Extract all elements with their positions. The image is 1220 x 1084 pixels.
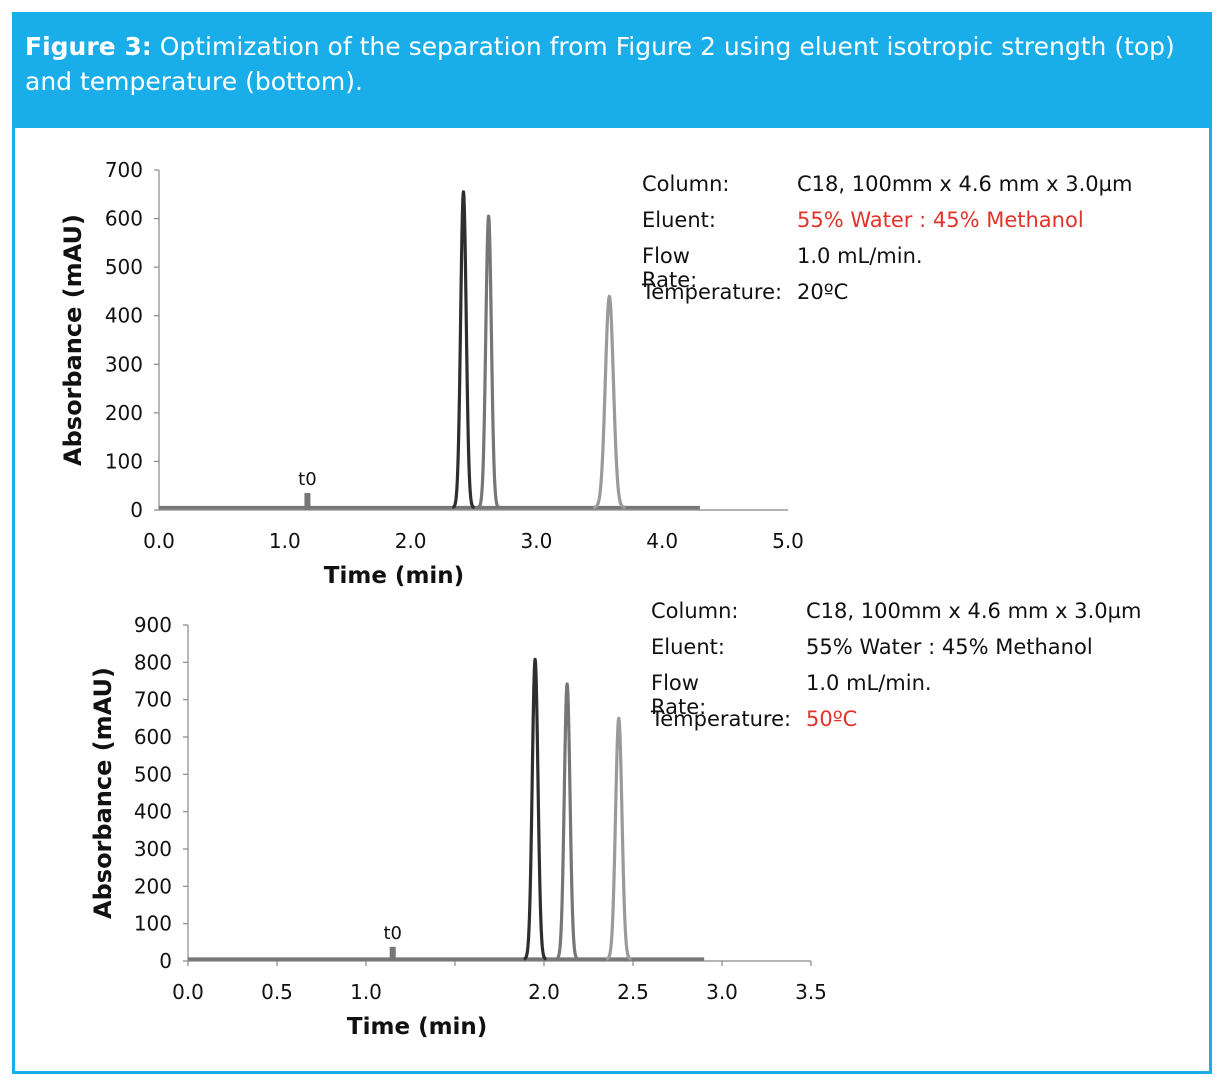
y-tick-label: 500	[105, 255, 143, 279]
x-tick-label: 3.0	[706, 980, 738, 1004]
condition-value: 50ºC	[806, 707, 858, 731]
y-axis-label: Absorbance (mAU)	[89, 667, 117, 919]
condition-value: C18, 100mm x 4.6 mm x 3.0µm	[806, 599, 1142, 623]
t0-label: t0	[383, 923, 402, 944]
t0-marker	[304, 493, 311, 510]
condition-label: Temperature:	[642, 280, 783, 304]
condition-label: Temperature:	[651, 707, 792, 731]
peak-2	[554, 682, 580, 961]
y-tick-label: 300	[105, 352, 143, 376]
y-axis-label: Absorbance (mAU)	[59, 214, 87, 466]
condition-label: Eluent:	[642, 208, 716, 232]
t0-label: t0	[298, 469, 317, 490]
y-tick-label: 0	[130, 498, 143, 522]
y-tick-label: 800	[134, 650, 172, 674]
y-tick-label: 300	[134, 837, 172, 861]
y-tick-label: 500	[134, 762, 172, 786]
condition-value: 1.0 mL/min.	[797, 244, 923, 268]
x-tick-label: 4.0	[646, 529, 678, 553]
y-tick-label: 600	[105, 207, 143, 231]
caption-label: Figure 3:	[25, 32, 152, 61]
x-tick-label: 1.0	[269, 529, 301, 553]
caption-text: Optimization of the separation from Figu…	[25, 32, 1175, 96]
y-tick-label: 400	[105, 304, 143, 328]
peak-1	[522, 657, 548, 961]
x-tick-label: 2.0	[528, 980, 560, 1004]
caption-bar: Figure 3: Optimization of the separation…	[15, 15, 1209, 128]
condition-value: 20ºC	[797, 280, 849, 304]
figure-frame: Figure 3: Optimization of the separation…	[12, 12, 1212, 1074]
condition-label: Flow Rate:	[642, 244, 698, 292]
condition-label: Column:	[642, 172, 730, 196]
t0-marker	[389, 946, 396, 961]
y-tick-label: 400	[134, 800, 172, 824]
condition-value: 55% Water : 45% Methanol	[797, 208, 1084, 232]
y-tick-label: 200	[105, 401, 143, 425]
x-axis-label: Time (min)	[324, 563, 464, 589]
y-tick-label: 900	[134, 613, 172, 637]
x-tick-label: 5.0	[772, 529, 804, 553]
peak-1	[451, 190, 476, 510]
y-tick-label: 200	[134, 874, 172, 898]
x-tick-label: 1.0	[350, 980, 382, 1004]
y-tick-label: 100	[134, 912, 172, 936]
figure-caption: Figure 3: Optimization of the separation…	[25, 29, 1195, 99]
x-tick-label: 2.0	[395, 529, 427, 553]
condition-value: C18, 100mm x 4.6 mm x 3.0µm	[797, 172, 1133, 196]
chromatogram-bottom: 0 100 200 300 400 500 600 700 800 900 0.0 0.5 1.0 2.0…	[89, 613, 827, 1040]
x-tick-label: 2.5	[617, 980, 649, 1004]
chromatogram-top: 0 100 200 300 400 500 600 700 0.0 1.0 2.0 3.0 4.0 5.0…	[59, 158, 804, 589]
y-tick-label: 700	[105, 158, 143, 182]
peak-2	[476, 214, 501, 510]
x-tick-label: 3.0	[520, 529, 552, 553]
x-tick-label: 0.0	[143, 529, 175, 553]
condition-label: Flow Rate:	[651, 671, 707, 719]
x-tick-label: 3.5	[795, 980, 827, 1004]
peak-3	[604, 716, 633, 961]
y-tick-label: 0	[159, 949, 172, 973]
peak-3	[592, 294, 627, 510]
condition-value: 1.0 mL/min.	[806, 671, 932, 695]
x-tick-label: 0.5	[261, 980, 293, 1004]
y-tick-label: 100	[105, 449, 143, 473]
condition-label: Column:	[651, 599, 739, 623]
x-axis-label: Time (min)	[347, 1014, 487, 1040]
condition-value: 55% Water : 45% Methanol	[806, 635, 1093, 659]
condition-label: Eluent:	[651, 635, 725, 659]
y-tick-label: 600	[134, 725, 172, 749]
y-tick-label: 700	[134, 688, 172, 712]
x-tick-label: 0.0	[172, 980, 204, 1004]
